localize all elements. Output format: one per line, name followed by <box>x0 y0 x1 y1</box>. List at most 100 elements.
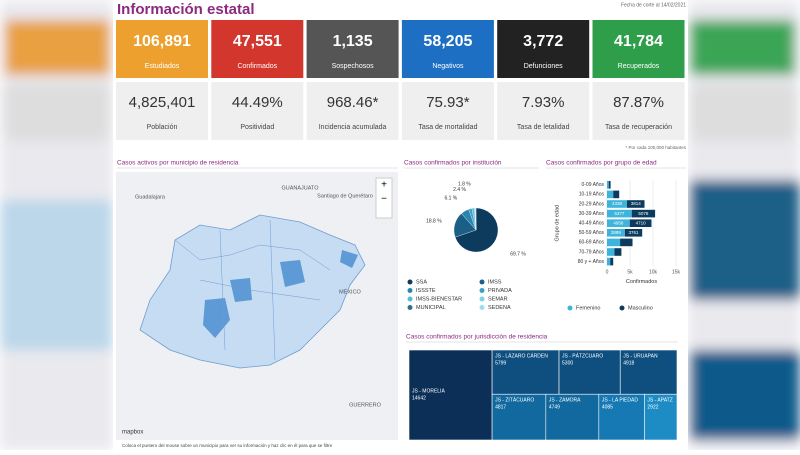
x-tick-label: 10k <box>649 270 658 276</box>
legend-swatch <box>620 306 625 311</box>
stat-box <box>211 82 303 140</box>
stat-value: 87.87% <box>613 94 664 111</box>
legend-label[interactable]: SEDENA <box>488 305 511 311</box>
legend-swatch <box>408 305 413 310</box>
bar[interactable] <box>607 248 615 256</box>
legend-swatch <box>480 297 485 302</box>
card-value: 41,784 <box>614 33 663 50</box>
stat-value: 44.49% <box>232 94 283 111</box>
pie-label: 6.1 % <box>444 195 457 201</box>
stat-label: Población <box>147 124 178 131</box>
map-label: Santiago de Querétaro <box>317 193 373 199</box>
map-label: GUERRERO <box>349 402 382 408</box>
section-title: Casos confirmados por institución <box>404 160 502 167</box>
x-tick-label: 0 <box>606 270 609 276</box>
cell-name: JS - URUAPAN <box>623 353 658 359</box>
stat-box <box>116 82 208 140</box>
legend-label[interactable]: IMSS-BIENESTAR <box>416 296 462 302</box>
x-tick-label: 15k <box>672 270 681 276</box>
title: Información estatal <box>117 1 255 18</box>
legend-label[interactable]: MUNICIPAL <box>416 305 446 311</box>
bar[interactable] <box>609 181 611 189</box>
legend-swatch <box>480 305 485 310</box>
map-label: Guadalajara <box>135 194 166 200</box>
cell-name: JS - ZAMORA <box>549 398 581 404</box>
map-attribution: mapbox <box>122 430 143 436</box>
cell-value: 4749 <box>549 405 560 411</box>
x-axis-title: Confirmados <box>626 279 657 285</box>
card-label: Sospechosos <box>332 63 375 70</box>
stat-value: 7.93% <box>522 94 565 111</box>
x-tick-label: 5k <box>627 270 633 276</box>
pie-label: 69.7 % <box>510 252 526 258</box>
footnote: * Por cada 100,000 habitantes <box>625 145 686 150</box>
card-value: 106,891 <box>133 33 191 50</box>
legend-label[interactable]: Femenino <box>576 305 600 311</box>
pie-label: 1.8 % <box>458 182 471 188</box>
bar-label: 3889 <box>611 230 622 235</box>
cell-name: JS - LÁZARO CÁRDEN <box>495 352 548 359</box>
bar[interactable] <box>607 181 609 189</box>
y-tick-label: 80 y + Años <box>578 259 605 265</box>
cell-name: JS - PÁTZCUARO <box>562 352 603 359</box>
y-axis-title: Grupo de edad <box>554 205 560 242</box>
legend-label[interactable]: Masculino <box>628 305 653 311</box>
bar[interactable] <box>613 191 619 199</box>
bar[interactable] <box>620 239 632 247</box>
section-title: Casos activos por municipio de residenci… <box>117 160 239 167</box>
bar-label: 5078 <box>638 211 649 216</box>
legend-swatch <box>480 280 485 285</box>
pie-label: 2.4 % <box>453 187 466 193</box>
legend-swatch <box>408 280 413 285</box>
legend-label[interactable]: IMSS <box>488 279 502 285</box>
zoom-in[interactable]: + <box>381 180 387 191</box>
legend-swatch <box>568 306 573 311</box>
legend-label[interactable]: PRIVADA <box>488 288 512 294</box>
bar[interactable] <box>607 239 620 247</box>
legend-swatch <box>480 288 485 293</box>
y-tick-label: 40-49 Años <box>579 221 605 227</box>
stat-box <box>497 82 589 140</box>
stat-box <box>402 82 494 140</box>
stat-label: Tasa de letalidad <box>517 124 570 131</box>
stat-value: 4,825,401 <box>129 94 196 111</box>
bar[interactable] <box>607 258 610 266</box>
card-label: Estudiados <box>145 63 180 70</box>
bar-label: 4958 <box>613 220 624 225</box>
zoom-out[interactable]: − <box>381 194 387 205</box>
card-label: Confirmados <box>237 63 277 70</box>
cell-value: 4085 <box>602 405 613 411</box>
cell-value: 4918 <box>623 360 634 366</box>
cell-value: 2922 <box>647 405 658 411</box>
pie-label: 18.8 % <box>426 218 442 224</box>
card-value: 3,772 <box>523 33 563 50</box>
legend-label[interactable]: SSA <box>416 279 427 285</box>
legend-label[interactable]: ISSSTE <box>416 288 436 294</box>
bar[interactable] <box>615 248 622 256</box>
y-tick-label: 70-79 Años <box>579 249 605 255</box>
cell-name: JS - LA PIEDAD <box>602 398 639 404</box>
y-tick-label: 30-39 Años <box>579 211 605 217</box>
card-value: 58,205 <box>423 33 472 50</box>
card-value: 47,551 <box>233 33 282 50</box>
stat-label: Tasa de mortalidad <box>418 124 477 131</box>
stat-label: Incidencia acumulada <box>319 124 387 131</box>
y-tick-label: 0-09 Años <box>581 182 604 188</box>
cell-value: 14642 <box>412 395 426 401</box>
stat-label: Positividad <box>240 124 274 131</box>
card-label: Defunciones <box>524 63 563 70</box>
bar[interactable] <box>610 258 613 266</box>
stat-value: 968.46* <box>327 94 379 111</box>
legend-swatch <box>408 288 413 293</box>
map-label: GUANAJUATO <box>281 185 319 191</box>
legend-label[interactable]: SEMAR <box>488 296 508 302</box>
date: Fecha de corte al 14/02/2021 <box>621 2 686 8</box>
bar-label: 3761 <box>629 230 640 235</box>
bar[interactable] <box>607 191 613 199</box>
y-tick-label: 50-59 Años <box>579 230 605 236</box>
cell-value: 5799 <box>495 360 506 366</box>
stat-box <box>593 82 685 140</box>
y-tick-label: 10-19 Años <box>579 192 605 198</box>
